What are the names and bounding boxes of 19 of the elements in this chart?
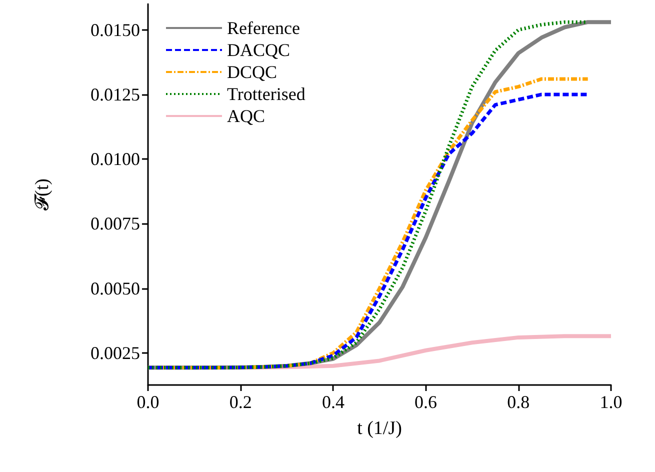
y-tick-label: 0.0150 (90, 20, 140, 40)
y-axis-title: 𝓕(t) (32, 178, 53, 210)
x-tick-label: 0.8 (507, 392, 530, 412)
y-tick-label: 0.0100 (90, 149, 140, 170)
x-tick-label: 1.0 (600, 392, 622, 412)
y-tick-label: 0.0075 (90, 214, 140, 234)
x-tick-label: 0.4 (322, 392, 344, 412)
x-axis-title: t (1/J) (357, 418, 402, 439)
x-tick-label: 0.6 (414, 392, 438, 412)
legend-label: Reference (227, 18, 300, 38)
legend-label: Trotterised (227, 84, 306, 104)
x-tick-label: 0.0 (136, 392, 160, 412)
y-tick-label: 0.0025 (90, 342, 140, 363)
legend-label: DCQC (227, 62, 278, 82)
legend-label: AQC (227, 106, 266, 126)
y-tick-label: 0.0050 (90, 278, 140, 298)
legend-label: DACQC (227, 40, 290, 60)
x-tick-label: 0.2 (229, 392, 252, 412)
y-tick-label: 0.0125 (90, 84, 140, 104)
